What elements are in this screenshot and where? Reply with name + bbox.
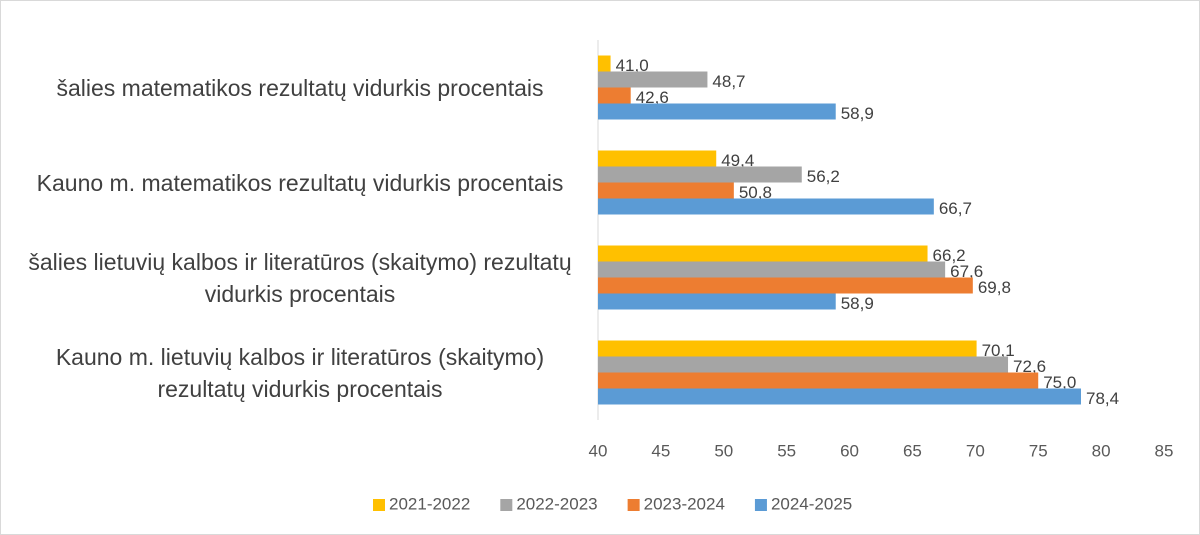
data-label: 66,2 xyxy=(933,246,966,265)
category-label: Kauno m. lietuvių kalbos ir literatūros … xyxy=(55,343,545,402)
data-label: 72,6 xyxy=(1013,357,1046,376)
data-label: 42,6 xyxy=(636,88,669,107)
legend-swatch xyxy=(754,499,767,511)
x-tick-label: 65 xyxy=(903,441,922,460)
bar xyxy=(598,87,631,104)
legend-label: 2021-2022 xyxy=(389,494,470,513)
data-label: 66,7 xyxy=(939,199,972,218)
data-label: 41,0 xyxy=(616,56,649,75)
bar xyxy=(598,245,928,262)
bar xyxy=(598,166,802,183)
x-tick-label: 45 xyxy=(651,441,670,460)
bar xyxy=(598,55,611,72)
x-tick-label: 50 xyxy=(714,441,733,460)
data-label: 50,8 xyxy=(739,183,772,202)
bar xyxy=(598,71,708,88)
x-tick-label: 55 xyxy=(777,441,796,460)
bar xyxy=(598,388,1081,405)
data-label: 49,4 xyxy=(721,151,754,170)
data-label: 70,1 xyxy=(982,341,1015,360)
category-label: šalies matematikos rezultatų vidurkis pr… xyxy=(56,74,544,101)
bar xyxy=(598,103,836,120)
data-label: 69,8 xyxy=(978,278,1011,297)
bar xyxy=(598,372,1039,389)
data-label: 56,2 xyxy=(807,167,840,186)
legend-swatch xyxy=(500,499,513,511)
category-label: Kauno m. matematikos rezultatų vidurkis … xyxy=(36,169,564,196)
category-label: šalies lietuvių kalbos ir literatūros (s… xyxy=(28,248,572,307)
x-tick-label: 60 xyxy=(840,441,859,460)
bar xyxy=(598,198,934,215)
legend-swatch xyxy=(373,499,385,511)
data-label: 67,6 xyxy=(950,262,983,281)
bar xyxy=(598,277,973,294)
x-tick-label: 70 xyxy=(966,441,985,460)
legend-label: 2022-2023 xyxy=(516,494,597,513)
data-label: 58,9 xyxy=(841,294,874,313)
data-label: 78,4 xyxy=(1086,389,1119,408)
data-label: 48,7 xyxy=(712,72,745,91)
bar xyxy=(598,293,836,310)
data-label: 58,9 xyxy=(841,104,874,123)
legend-label: 2024-2025 xyxy=(771,494,852,513)
data-label: 75,0 xyxy=(1043,373,1076,392)
bar xyxy=(598,340,977,357)
legend-swatch xyxy=(627,499,640,511)
legend-label: 2023-2024 xyxy=(644,494,725,513)
x-tick-label: 40 xyxy=(589,441,608,460)
bar xyxy=(598,150,717,167)
bar xyxy=(598,182,734,199)
bar xyxy=(598,261,946,278)
x-tick-label: 85 xyxy=(1155,441,1174,460)
bar xyxy=(598,356,1009,373)
x-tick-label: 80 xyxy=(1092,441,1111,460)
x-tick-label: 75 xyxy=(1029,441,1048,460)
